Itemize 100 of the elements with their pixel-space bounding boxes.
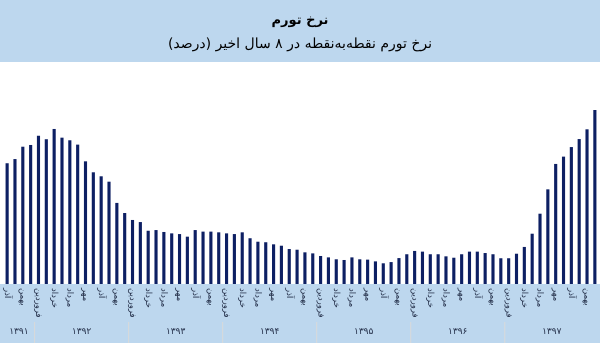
x-tick-label: مهر [174, 287, 184, 302]
bar [107, 182, 111, 284]
bar [390, 262, 393, 284]
bar [272, 244, 276, 284]
bar [358, 259, 362, 284]
bar [405, 254, 408, 284]
bar [217, 232, 220, 284]
bar [13, 159, 17, 284]
x-tick-label: آذر [190, 287, 201, 299]
bar [123, 213, 126, 284]
x-tick-label: فروردین [503, 288, 514, 318]
chart-title: نرخ تورم [272, 13, 328, 28]
x-tick-label: بهمن [112, 288, 122, 306]
x-tick-label: بهمن [206, 288, 216, 306]
bar [484, 253, 487, 284]
bar [138, 222, 142, 284]
bar [92, 172, 95, 284]
bar [436, 254, 440, 284]
bar [76, 144, 80, 284]
bar [52, 128, 56, 284]
x-tick-label: مهر [456, 287, 466, 302]
bar [186, 236, 189, 284]
bar [593, 110, 596, 284]
text: ۱۳۹۱ [9, 327, 29, 337]
bar [578, 139, 581, 284]
x-tick-label: مهر [550, 287, 560, 302]
bar [342, 260, 346, 284]
x-tick-label: آذر [378, 287, 389, 299]
bar [60, 138, 64, 284]
x-tick-label: مرداد [346, 288, 357, 308]
x-tick-label: مرداد [158, 288, 169, 308]
bar [562, 156, 566, 284]
bar [100, 176, 103, 284]
x-tick-label: مرداد [534, 288, 545, 308]
x-tick-label: خرداد [519, 288, 530, 308]
bar [468, 252, 472, 284]
bar [311, 253, 314, 284]
x-tick-label: آذر [566, 287, 578, 299]
bar [6, 163, 9, 284]
bar [319, 256, 322, 284]
bar [29, 144, 32, 284]
bar [538, 214, 542, 284]
bar [382, 263, 385, 284]
bar [224, 233, 228, 284]
x-tick-label: خرداد [424, 288, 435, 308]
bar [326, 257, 330, 284]
bar [397, 258, 401, 284]
x-tick-label: آذر [96, 287, 107, 299]
bar [21, 146, 24, 284]
x-tick-label: خرداد [142, 288, 153, 308]
chart-subtitle: نرخ تورم نقطه‌به‌نقطه در ۸ سال اخیر (درصد) [168, 36, 432, 52]
text: ۱۳۹۳ [166, 327, 186, 337]
bar [546, 189, 550, 284]
x-tick-label: خرداد [330, 288, 341, 308]
bar [570, 147, 573, 284]
bar [130, 220, 134, 284]
bar [507, 258, 510, 284]
bar [115, 202, 118, 284]
text: ۱۳۹۴ [260, 327, 280, 337]
bar [264, 242, 268, 284]
bar [240, 232, 244, 284]
bar [374, 261, 378, 284]
x-tick-label: مهر [80, 287, 90, 302]
x-tick-label: فروردین [127, 288, 138, 318]
x-tick-label: مرداد [440, 288, 451, 308]
bar [170, 233, 174, 284]
bar [296, 250, 299, 284]
x-tick-label: آذر [2, 287, 13, 299]
x-tick-label: بهمن [394, 288, 404, 306]
x-tick-label: آذر [284, 287, 295, 299]
bar [554, 164, 558, 284]
bar [476, 252, 479, 284]
bar [256, 242, 260, 284]
bar [36, 136, 40, 284]
x-tick-label: فروردین [409, 288, 420, 318]
x-tick-label: بهمن [17, 288, 28, 306]
x-tick-label: فروردین [221, 288, 232, 318]
x-tick-label: خرداد [48, 288, 59, 308]
bar [460, 254, 464, 284]
bar [444, 256, 448, 284]
bar [420, 252, 424, 284]
text: ۱۳۹۷ [542, 327, 562, 337]
bar [178, 234, 182, 284]
text: ۱۳۹۶ [448, 327, 468, 337]
x-tick-label: مرداد [252, 288, 263, 308]
bar [514, 254, 518, 284]
bar [209, 232, 212, 284]
bar [288, 249, 291, 284]
x-tick-label: آذر [472, 287, 483, 299]
bar [280, 246, 283, 284]
x-tick-label: خرداد [236, 288, 247, 308]
x-tick-label: مهر [268, 287, 278, 302]
text: ۱۳۹۵ [354, 327, 374, 337]
bar [248, 238, 252, 284]
bar [84, 161, 88, 284]
x-tick-label: مهر [362, 287, 372, 302]
x-tick-label: فروردین [33, 288, 44, 318]
bar [201, 232, 205, 284]
bar [452, 258, 456, 284]
bar [303, 252, 306, 284]
